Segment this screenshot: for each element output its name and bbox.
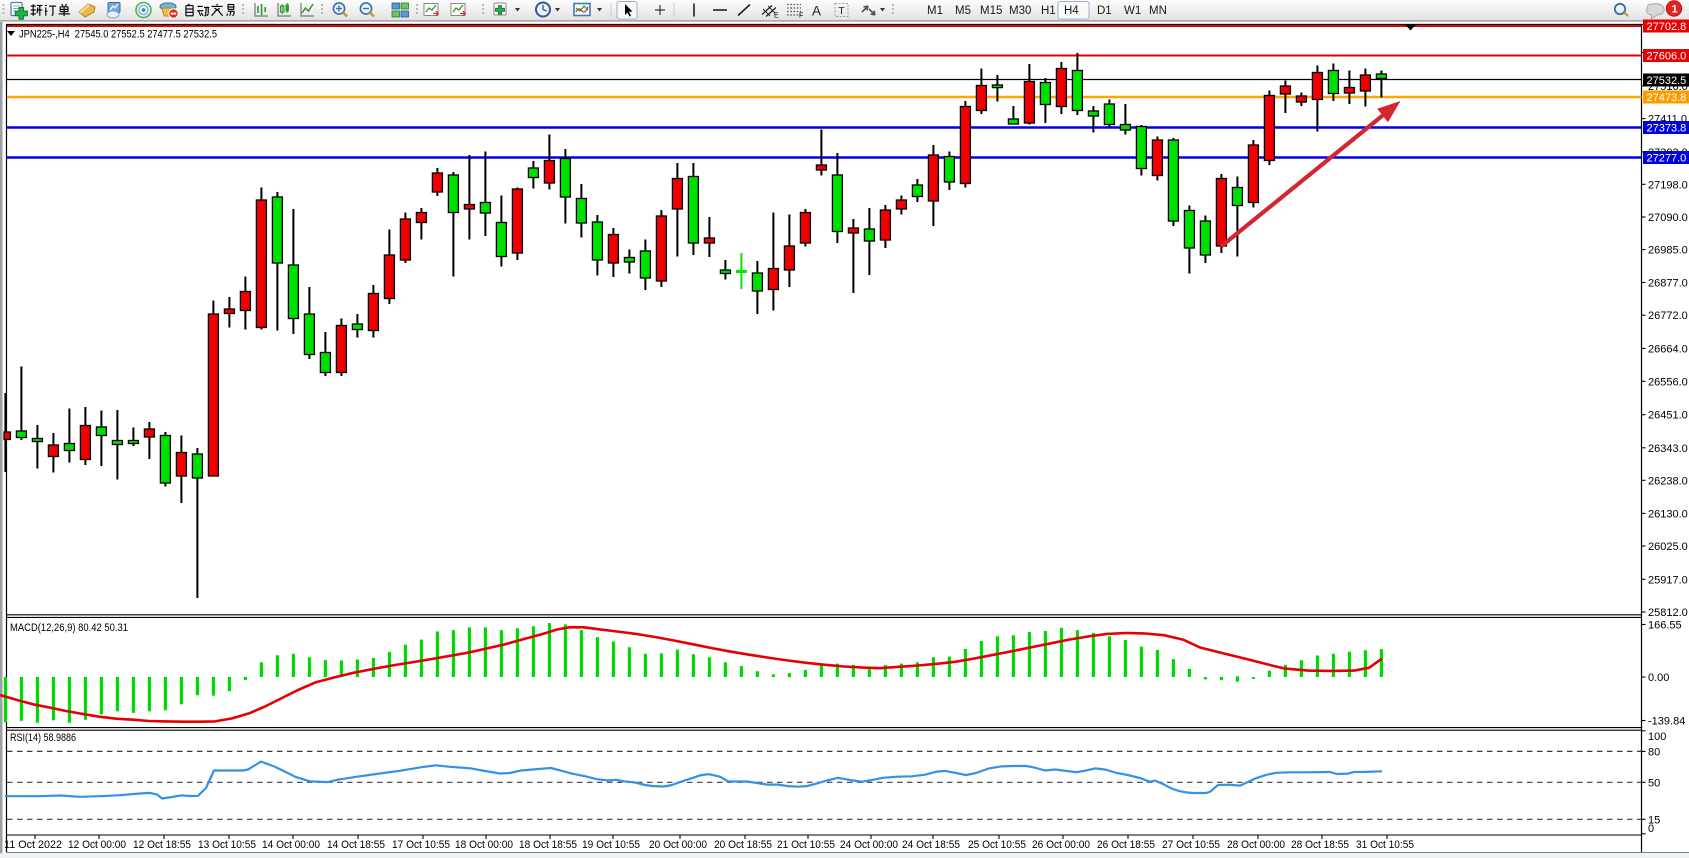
svg-text:H1: H1 xyxy=(1041,5,1056,17)
svg-text:19 Oct 10:55: 19 Oct 10:55 xyxy=(582,839,640,851)
svg-text:80: 80 xyxy=(1648,746,1660,758)
svg-text:W1: W1 xyxy=(1124,5,1141,17)
svg-text:M15: M15 xyxy=(980,5,1002,17)
svg-text:E: E xyxy=(774,13,779,20)
svg-text:14 Oct 18:55: 14 Oct 18:55 xyxy=(327,839,385,851)
svg-text:50: 50 xyxy=(1648,777,1660,789)
svg-text:15: 15 xyxy=(1648,814,1660,826)
svg-text:0.00: 0.00 xyxy=(1648,672,1669,684)
svg-text:100: 100 xyxy=(1648,731,1666,743)
svg-text:18 Oct 00:00: 18 Oct 00:00 xyxy=(455,839,513,851)
svg-text:26238.0: 26238.0 xyxy=(1648,475,1688,487)
svg-text:26343.0: 26343.0 xyxy=(1648,443,1688,455)
svg-text:12 Oct 00:00: 12 Oct 00:00 xyxy=(68,839,126,851)
svg-text:20 Oct 18:55: 20 Oct 18:55 xyxy=(714,839,772,851)
svg-text:14 Oct 00:00: 14 Oct 00:00 xyxy=(262,839,320,851)
svg-text:26877.0: 26877.0 xyxy=(1648,278,1688,290)
svg-text:166.55: 166.55 xyxy=(1648,620,1682,632)
svg-text:27 Oct 10:55: 27 Oct 10:55 xyxy=(1162,839,1220,851)
svg-text:26 Oct 00:00: 26 Oct 00:00 xyxy=(1032,839,1090,851)
svg-text:25917.0: 25917.0 xyxy=(1648,574,1688,586)
svg-text:27277.0: 27277.0 xyxy=(1647,153,1687,165)
svg-text:28 Oct 00:00: 28 Oct 00:00 xyxy=(1227,839,1285,851)
svg-text:M1: M1 xyxy=(927,5,943,17)
svg-text:25 Oct 10:55: 25 Oct 10:55 xyxy=(968,839,1026,851)
svg-text:21 Oct 10:55: 21 Oct 10:55 xyxy=(777,839,835,851)
svg-text:12 Oct 18:55: 12 Oct 18:55 xyxy=(133,839,191,851)
svg-text:26772.0: 26772.0 xyxy=(1648,310,1688,322)
svg-text:M30: M30 xyxy=(1009,5,1031,17)
svg-text:26664.0: 26664.0 xyxy=(1648,343,1688,355)
svg-text:24 Oct 18:55: 24 Oct 18:55 xyxy=(902,839,960,851)
svg-text:RSI(14) 58.9886: RSI(14) 58.9886 xyxy=(10,732,76,744)
svg-text:24 Oct 00:00: 24 Oct 00:00 xyxy=(840,839,898,851)
svg-text:28 Oct 18:55: 28 Oct 18:55 xyxy=(1291,839,1349,851)
svg-text:27532.5: 27532.5 xyxy=(1647,75,1687,87)
svg-text:MN: MN xyxy=(1149,5,1167,17)
svg-text:20 Oct 00:00: 20 Oct 00:00 xyxy=(649,839,707,851)
svg-text:T: T xyxy=(838,5,845,17)
svg-text:26556.0: 26556.0 xyxy=(1648,376,1688,388)
svg-text:26130.0: 26130.0 xyxy=(1648,508,1688,520)
svg-text:31 Oct 10:55: 31 Oct 10:55 xyxy=(1356,839,1414,851)
svg-text:27606.0: 27606.0 xyxy=(1647,51,1687,63)
svg-text:11 Oct 2022: 11 Oct 2022 xyxy=(4,839,62,851)
svg-text:-139.84: -139.84 xyxy=(1648,716,1685,728)
svg-text:18 Oct 18:55: 18 Oct 18:55 xyxy=(519,839,577,851)
svg-text:27702.8: 27702.8 xyxy=(1647,21,1687,33)
svg-text:27473.8: 27473.8 xyxy=(1647,92,1687,104)
svg-text:26985.0: 26985.0 xyxy=(1648,245,1688,257)
svg-text:D1: D1 xyxy=(1097,5,1112,17)
svg-text:26451.0: 26451.0 xyxy=(1648,410,1688,422)
svg-text:26025.0: 26025.0 xyxy=(1648,541,1688,553)
svg-text:A: A xyxy=(812,4,821,19)
svg-text:13 Oct 10:55: 13 Oct 10:55 xyxy=(198,839,256,851)
svg-text:27373.8: 27373.8 xyxy=(1647,123,1687,135)
svg-text:H4: H4 xyxy=(1064,5,1079,17)
svg-text:27090.0: 27090.0 xyxy=(1648,212,1688,224)
svg-text:JPN225-,H4 27545.0 27552.5 27: JPN225-,H4 27545.0 27552.5 27477.5 27532… xyxy=(19,29,217,41)
svg-text:26 Oct 18:55: 26 Oct 18:55 xyxy=(1097,839,1155,851)
svg-text:25812.0: 25812.0 xyxy=(1648,607,1688,619)
svg-text:27198.0: 27198.0 xyxy=(1648,179,1688,191)
svg-text:MACD(12,26,9) 80.42 50.31: MACD(12,26,9) 80.42 50.31 xyxy=(10,622,128,634)
svg-text:M5: M5 xyxy=(955,5,971,17)
svg-text:1: 1 xyxy=(1672,4,1678,16)
svg-text:F: F xyxy=(799,13,803,20)
svg-text:17 Oct 10:55: 17 Oct 10:55 xyxy=(392,839,450,851)
svg-text:0: 0 xyxy=(1648,823,1654,835)
